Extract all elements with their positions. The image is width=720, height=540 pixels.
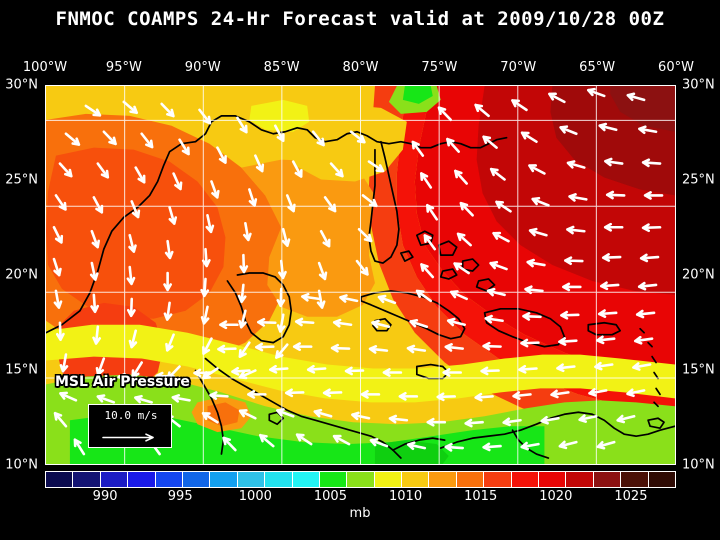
colorbar-swatch	[538, 472, 566, 487]
graticule	[46, 86, 675, 464]
colorbar-swatch	[46, 472, 73, 487]
colorbar-swatch	[565, 472, 593, 487]
lat-tick-label-left: 25°N	[5, 172, 38, 188]
lon-tick-label: 90°W	[184, 60, 221, 75]
lat-tick-label-left: 30°N	[5, 77, 38, 93]
lon-tick-label: 95°W	[105, 60, 142, 75]
colorbar-swatch	[181, 472, 210, 487]
lon-tick-label: 75°W	[421, 60, 458, 75]
colorbar-tick-label: 1005	[313, 489, 347, 504]
colorbar-swatch	[373, 472, 402, 487]
colorbar-tick-label: 995	[167, 489, 193, 504]
colorbar-swatch	[428, 472, 456, 487]
colorbar-swatch	[236, 472, 265, 487]
colorbar-tick-label: 990	[92, 489, 118, 504]
lat-tick-label-right: 25°N	[682, 172, 715, 188]
colorbar-swatch	[647, 472, 675, 487]
wind-scale-legend: 10.0 m/s	[88, 404, 172, 448]
wind-scale-label: 10.0 m/s	[104, 409, 158, 422]
lat-tick-label-right: 10°N	[682, 457, 715, 473]
colorbar-tick-label: 1015	[464, 489, 498, 504]
lat-tick-label-right: 30°N	[682, 77, 715, 93]
colorbar-swatch	[346, 472, 374, 487]
colorbar-swatch	[318, 472, 347, 487]
colorbar-swatch	[455, 472, 484, 487]
map-plot-area[interactable]	[45, 85, 676, 465]
colorbar-swatch	[127, 472, 155, 487]
wind-scale-arrow-icon	[102, 433, 154, 442]
colorbar-swatch	[483, 472, 511, 487]
lon-tick-label: 85°W	[263, 60, 300, 75]
field-label: MSL Air Pressure	[55, 374, 190, 390]
colorbar-swatch	[510, 472, 539, 487]
colorbar-swatch	[401, 472, 429, 487]
lon-tick-label: 65°W	[579, 60, 616, 75]
page-title: FNMOC COAMPS 24-Hr Forecast valid at 200…	[55, 8, 665, 30]
colorbar-unit-label: mb	[349, 506, 371, 521]
lat-tick-label-left: 15°N	[5, 362, 38, 378]
colorbar-swatch	[592, 472, 621, 487]
lon-tick-label: 80°W	[342, 60, 379, 75]
colorbar-tick-label: 1000	[238, 489, 272, 504]
colorbar-swatch	[99, 472, 128, 487]
lat-tick-label-left: 20°N	[5, 267, 38, 283]
colorbar-swatch	[154, 472, 182, 487]
colorbar-swatch	[209, 472, 237, 487]
colorbar-tick-label: 1020	[539, 489, 573, 504]
lat-tick-label-right: 20°N	[682, 267, 715, 283]
colorbar-swatch	[291, 472, 319, 487]
colorbar	[45, 471, 676, 488]
lon-tick-label: 100°W	[22, 60, 68, 75]
lat-tick-label-left: 10°N	[5, 457, 38, 473]
lon-tick-label: 70°W	[500, 60, 537, 75]
colorbar-tick-label: 1010	[389, 489, 423, 504]
colorbar-swatch	[620, 472, 648, 487]
colorbar-tick-label: 1025	[614, 489, 648, 504]
colorbar-swatch	[72, 472, 100, 487]
colorbar-swatch	[264, 472, 292, 487]
lat-tick-label-right: 15°N	[682, 362, 715, 378]
lon-tick-label: 60°W	[658, 60, 694, 75]
